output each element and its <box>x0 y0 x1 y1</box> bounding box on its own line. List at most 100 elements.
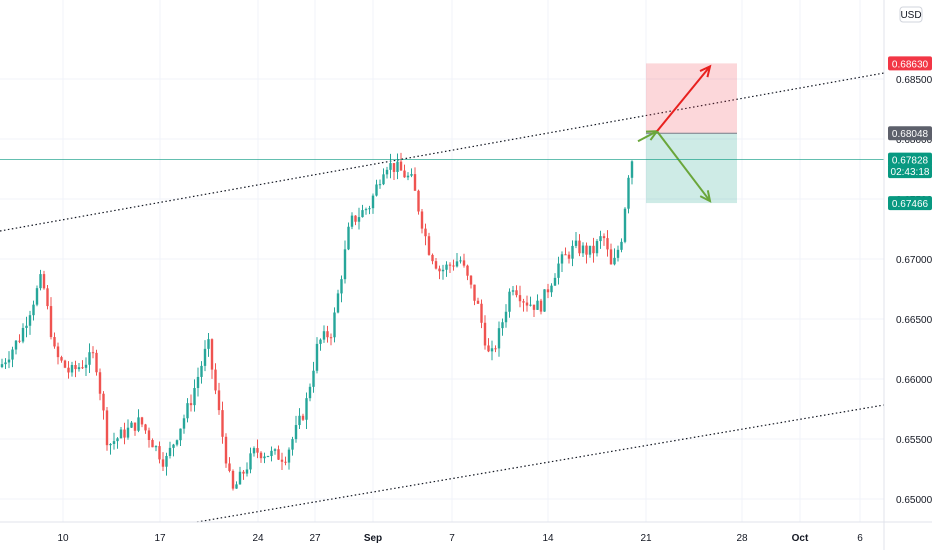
candle-body <box>476 300 480 304</box>
candle-body <box>592 245 595 254</box>
candle-body <box>42 274 46 289</box>
candle-body <box>557 263 560 278</box>
candle-body <box>49 306 53 338</box>
candle-body <box>168 447 172 456</box>
candle-body <box>536 300 539 310</box>
currency-badge[interactable]: USD <box>899 6 923 23</box>
candle-body <box>60 357 63 361</box>
candle-body <box>497 328 501 349</box>
time-tick-label: 10 <box>57 533 69 544</box>
candle-body <box>77 367 81 370</box>
candle-body <box>483 322 487 346</box>
candle-body <box>7 359 11 363</box>
candle-body <box>319 339 322 344</box>
candle-body <box>147 430 151 441</box>
candle-body <box>515 290 518 296</box>
candle-body <box>301 415 305 420</box>
candle-body <box>207 339 210 349</box>
candle-body <box>235 484 238 489</box>
time-tick-label: 24 <box>252 533 264 544</box>
candle-body <box>112 441 116 444</box>
position-tool[interactable] <box>637 63 737 204</box>
candle-body <box>154 446 158 448</box>
candle-body <box>466 265 469 276</box>
candle-body <box>172 444 175 448</box>
candle-body <box>53 337 56 347</box>
candle-body <box>494 348 497 350</box>
price-tag-label: 0.68630 <box>892 59 929 70</box>
candle-body <box>126 427 130 438</box>
candle-body <box>424 228 427 237</box>
loss-zone[interactable] <box>646 133 737 204</box>
price-tag-label: 0.68048 <box>892 129 929 140</box>
candle-body <box>595 241 599 254</box>
time-tick-label: Oct <box>792 533 809 544</box>
candle-body <box>56 346 60 358</box>
candle-body <box>263 456 266 459</box>
candle-body <box>186 403 189 419</box>
arrow-head <box>699 64 712 78</box>
price-tag <box>888 56 932 71</box>
candle-body <box>224 436 228 464</box>
price-tick-label: 0.66000 <box>896 375 932 386</box>
candle-body <box>4 362 7 365</box>
candle-body <box>116 438 119 442</box>
candle-body <box>343 249 347 280</box>
time-tick-label: 7 <box>449 533 455 544</box>
time-axis[interactable]: 10 17 24 27 Sep 7 14 21 28 Oct 6 <box>0 521 932 544</box>
candle-body <box>585 245 588 255</box>
price-tag <box>888 164 932 179</box>
target-arrow[interactable] <box>656 64 712 132</box>
candle-body <box>315 343 319 371</box>
time-tick-label: 21 <box>640 533 652 544</box>
candle-body <box>35 288 39 305</box>
candle-body <box>28 315 32 326</box>
candle-body <box>308 386 312 399</box>
candle-body <box>203 348 207 366</box>
candle-body <box>368 208 371 210</box>
candle-body <box>511 290 515 292</box>
candle-body <box>11 349 14 360</box>
candle-body <box>602 236 606 239</box>
candle-body <box>137 417 140 431</box>
candle-body <box>280 459 284 462</box>
stop-arrow[interactable] <box>656 130 712 203</box>
candle-body <box>252 448 256 454</box>
candle-body <box>616 249 620 258</box>
candle-body <box>291 439 294 450</box>
candle-body <box>322 331 326 340</box>
candle-body <box>270 450 273 457</box>
price-tick-label: 0.65500 <box>896 435 932 446</box>
profit-zone[interactable] <box>646 63 737 134</box>
time-tick-label: 17 <box>154 533 166 544</box>
candle-body <box>298 415 301 426</box>
price-axis[interactable]: 0.685000.680000.675000.670000.665000.660… <box>883 0 932 550</box>
candle-body <box>119 429 123 439</box>
channel-upper-line[interactable] <box>0 72 885 232</box>
candles <box>0 152 634 491</box>
price-tag-label: 0.67828 <box>892 156 929 167</box>
price-tick-label: 0.65000 <box>896 495 932 506</box>
candle-body <box>329 337 333 339</box>
candle-body <box>67 367 70 373</box>
candle-body <box>378 184 382 186</box>
candle-body <box>88 352 91 365</box>
trend-channel[interactable] <box>0 72 885 523</box>
candle-body <box>399 161 403 171</box>
candle-body <box>550 285 553 293</box>
candle-body <box>459 260 462 262</box>
candle-body <box>574 240 578 246</box>
channel-lower-line[interactable] <box>196 404 885 523</box>
candle-body <box>469 275 473 285</box>
candle-body <box>564 254 567 256</box>
candle-body <box>249 453 252 470</box>
candle-body <box>501 322 504 329</box>
candle-body <box>25 325 28 328</box>
candle-body <box>287 449 291 463</box>
candle-body <box>14 340 18 350</box>
candle-body <box>161 459 165 467</box>
candle-body <box>32 304 35 316</box>
candle-body <box>165 455 168 467</box>
price-tag <box>888 152 932 167</box>
